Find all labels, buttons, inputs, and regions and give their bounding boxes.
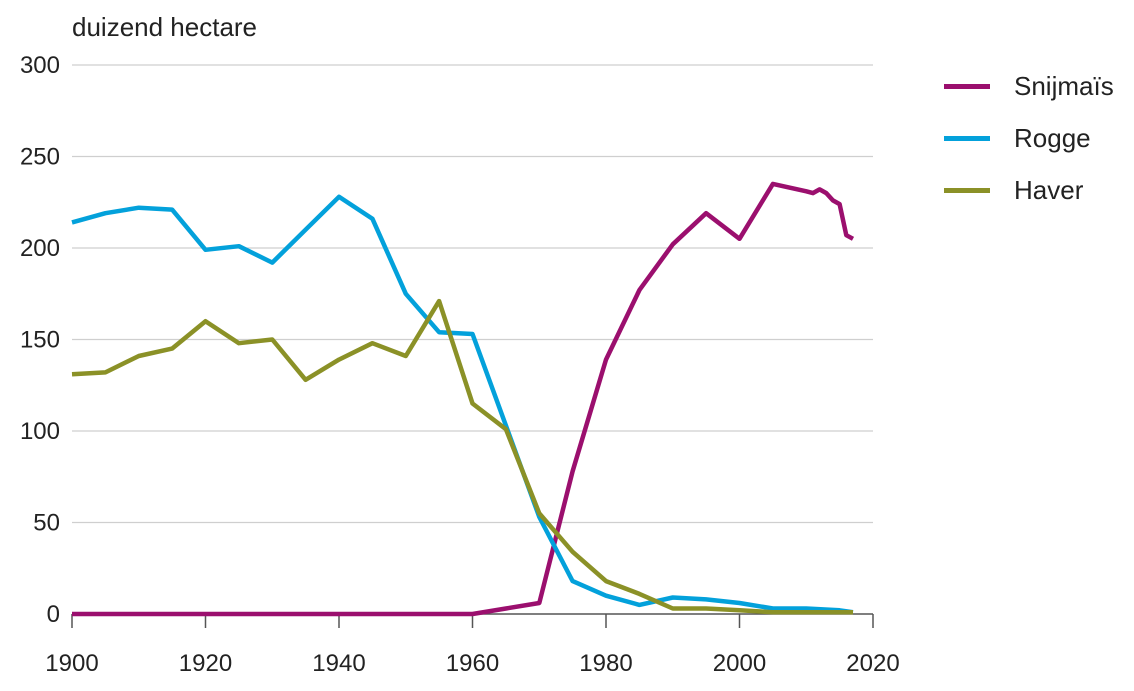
- legend-item: Snijmaïs: [944, 60, 1114, 112]
- x-tick-label: 1920: [179, 650, 232, 677]
- legend-label: Rogge: [1014, 123, 1091, 154]
- y-tick-labels: 0 50 100 150 200 250 300: [20, 52, 60, 628]
- y-tick-label: 50: [33, 510, 60, 537]
- y-tick-label: 200: [20, 235, 60, 262]
- x-tick-label: 2000: [713, 650, 766, 677]
- legend-label: Haver: [1014, 175, 1083, 206]
- legend-swatch: [944, 84, 990, 89]
- legend-item: Rogge: [944, 112, 1114, 164]
- legend-label: Snijmaïs: [1014, 71, 1114, 102]
- series-line-haver: [72, 301, 853, 612]
- x-tick-label: 2020: [846, 650, 899, 677]
- legend-item: Haver: [944, 164, 1114, 216]
- x-tick-label: 1900: [45, 650, 98, 677]
- legend: Snijmaïs Rogge Haver: [944, 60, 1114, 216]
- x-axis: 1900 1920 1940 1960 1980 2000 2020: [45, 614, 899, 677]
- y-tick-label: 300: [20, 52, 60, 79]
- y-tick-label: 100: [20, 418, 60, 445]
- legend-swatch: [944, 136, 990, 141]
- x-tick-label: 1960: [446, 650, 499, 677]
- legend-swatch: [944, 188, 990, 193]
- y-tick-label: 0: [47, 601, 60, 628]
- x-tick-label: 1980: [579, 650, 632, 677]
- series-line-rogge: [72, 197, 853, 612]
- y-tick-label: 150: [20, 327, 60, 354]
- x-tick-label: 1940: [312, 650, 365, 677]
- y-tick-label: 250: [20, 144, 60, 171]
- gridlines: [72, 65, 873, 523]
